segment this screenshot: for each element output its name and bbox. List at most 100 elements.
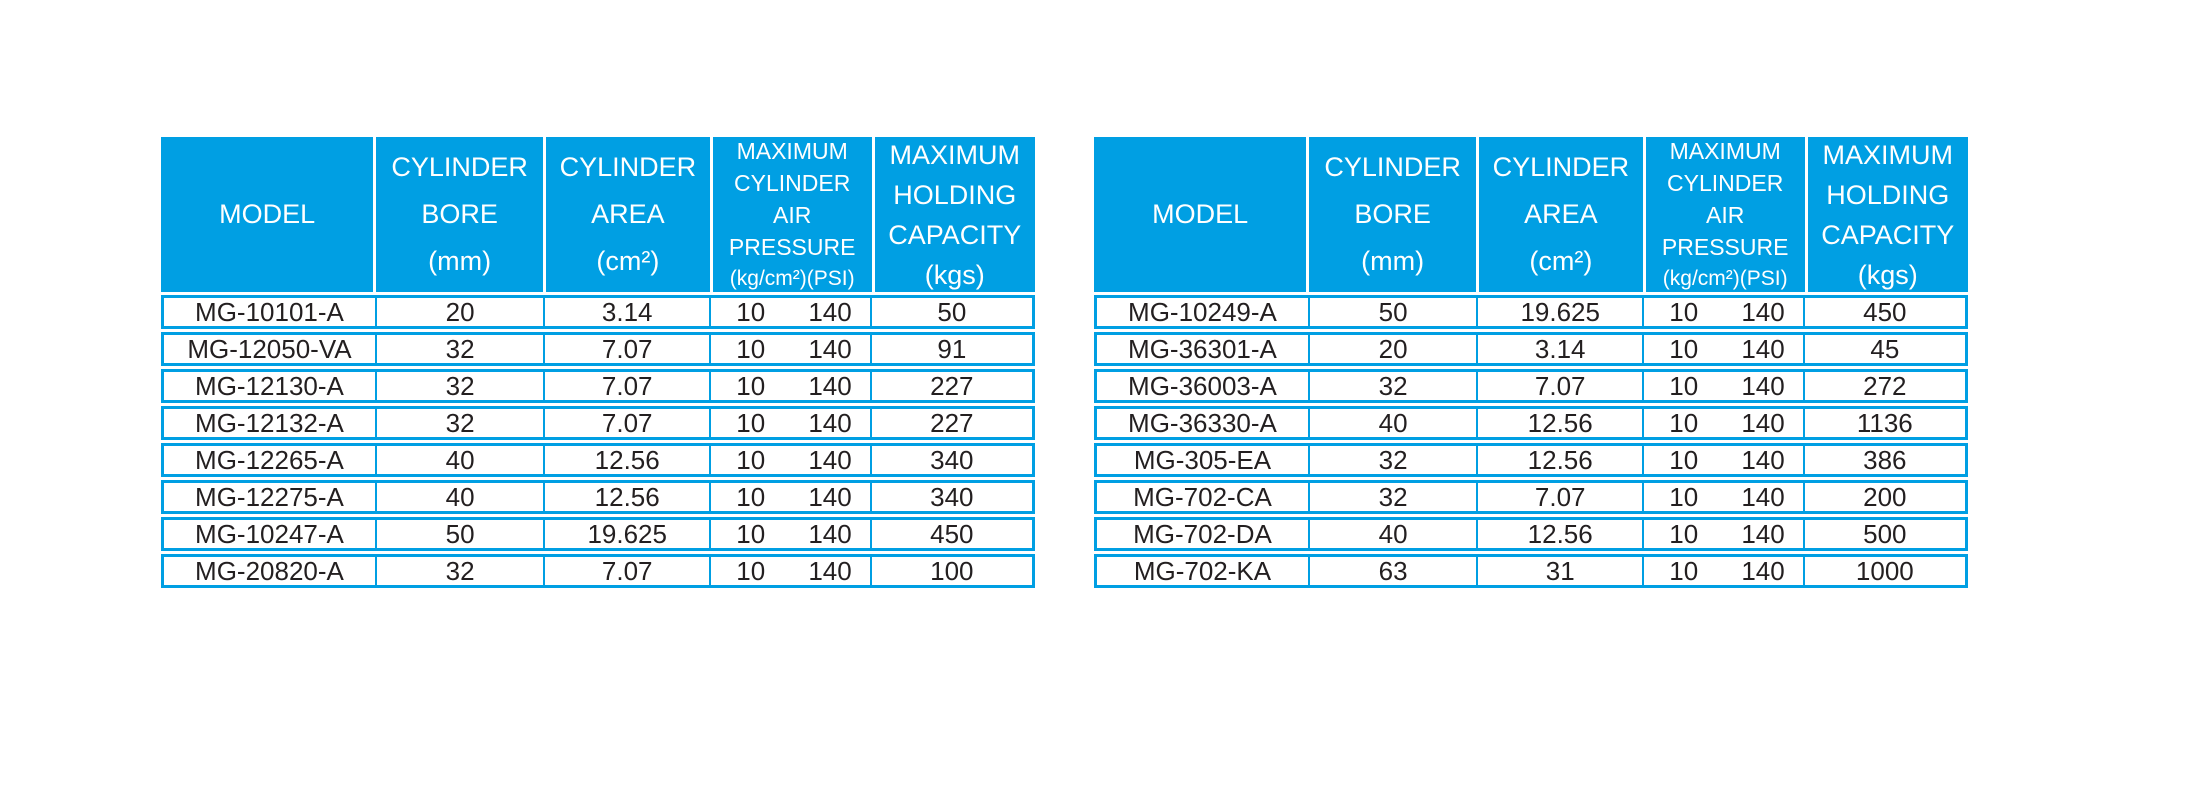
pressure-cell: 10 140 [709,483,870,511]
model-cell: MG-36003-A [1097,372,1308,400]
column-header-label: CAPACITY [1821,219,1955,250]
capacity-cell: 45 [1802,335,1965,363]
model-value: MG-10101-A [195,298,344,326]
bore-value: 32 [445,335,475,363]
capacity-value: 50 [937,298,967,326]
table-row: MG-36003-A 32 7.07 10 140 272 [1094,369,1968,403]
bore-cell: 20 [374,298,543,326]
column-header-label: CAPACITY [888,219,1022,250]
table-row: MG-702-KA 63 31 10 140 1000 [1094,554,1968,588]
bore-cell: 32 [1307,483,1476,511]
pressure-kg-value: 10 [1669,520,1699,548]
bore-value: 32 [445,372,475,400]
area-cell: 12.56 [1476,520,1642,548]
bore-cell: 40 [374,446,543,474]
pressure-psi-value: 140 [1741,446,1785,474]
area-value: 7.07 [601,335,653,363]
pressure-cell: 10 140 [709,298,870,326]
capacity-value: 45 [1870,335,1900,363]
area-value: 7.07 [601,557,653,585]
table-row: MG-10247-A 50 19.625 10 140 450 [161,517,1035,551]
table-row: MG-305-EA 32 12.56 10 140 386 [1094,443,1968,477]
area-value: 19.625 [587,520,667,548]
column-header-label: MAXIMUM [736,137,848,164]
capacity-value: 91 [937,335,967,363]
capacity-cell: 450 [869,520,1032,548]
bore-cell: 32 [374,335,543,363]
model-value: MG-36301-A [1128,335,1277,363]
spec-table-right: MODEL CYLINDER BORE (mm) CYLINDER AREA (… [1094,137,1968,588]
column-header-holding-capacity: MAXIMUM HOLDING CAPACITY (kgs) [1804,137,1968,292]
bore-cell: 50 [374,520,543,548]
bore-cell: 20 [1307,335,1476,363]
model-cell: MG-20820-A [164,557,375,585]
pressure-psi-value: 140 [808,520,852,548]
area-cell: 7.07 [543,372,709,400]
model-cell: MG-305-EA [1097,446,1308,474]
model-value: MG-305-EA [1133,446,1272,474]
capacity-cell: 227 [869,372,1032,400]
area-value: 3.14 [1534,335,1586,363]
pressure-cell: 10 140 [1642,483,1803,511]
area-value: 7.07 [1534,483,1586,511]
table-body: MG-10101-A 20 3.14 10 140 50 MG-12050-VA… [161,295,1035,588]
table-header: MODEL CYLINDER BORE (mm) CYLINDER AREA (… [1094,137,1968,292]
bore-cell: 40 [1307,520,1476,548]
table-row: MG-12050-VA 32 7.07 10 140 91 [161,332,1035,366]
model-cell: MG-10249-A [1097,298,1308,326]
column-header-label: MODEL [219,199,316,229]
table-header: MODEL CYLINDER BORE (mm) CYLINDER AREA (… [161,137,1035,292]
bore-value: 50 [1378,298,1408,326]
pressure-kg-value: 10 [736,335,766,363]
capacity-value: 1136 [1856,409,1913,437]
spec-table-left: MODEL CYLINDER BORE (mm) CYLINDER AREA (… [161,137,1035,588]
bore-value: 63 [1378,557,1408,585]
capacity-value: 100 [930,557,974,585]
pressure-psi-value: 140 [1741,298,1785,326]
model-value: MG-12132-A [195,409,344,437]
area-value: 12.56 [1527,446,1593,474]
pressure-psi-value: 140 [808,409,852,437]
column-header-unit: (kg/cm²)(PSI) [1662,266,1788,290]
pressure-kg-value: 10 [736,483,766,511]
table-row: MG-702-CA 32 7.07 10 140 200 [1094,480,1968,514]
bore-cell: 63 [1307,557,1476,585]
pressure-cell: 10 140 [1642,557,1803,585]
model-value: MG-36330-A [1128,409,1277,437]
column-header-cylinder-bore: CYLINDER BORE (mm) [373,137,543,292]
area-value: 12.56 [1527,520,1593,548]
capacity-cell: 50 [869,298,1032,326]
area-cell: 7.07 [543,409,709,437]
column-header-label: PRESSURE [1661,233,1789,260]
table-row: MG-36330-A 40 12.56 10 140 1136 [1094,406,1968,440]
model-value: MG-20820-A [195,557,344,585]
pressure-cell: 10 140 [709,409,870,437]
pressure-cell: 10 140 [1642,446,1803,474]
pressure-kg-value: 10 [736,409,766,437]
capacity-value: 500 [1863,520,1907,548]
area-cell: 19.625 [543,520,709,548]
column-header-label: CYLINDER [734,169,851,196]
bore-value: 32 [445,409,475,437]
pressure-cell: 10 140 [709,557,870,585]
column-header-label: CYLINDER [391,152,528,182]
column-header-cylinder-area: CYLINDER AREA (cm²) [542,137,710,292]
model-value: MG-702-DA [1133,520,1272,548]
area-value: 12.56 [594,483,660,511]
column-header-label: BORE [1354,199,1431,229]
pressure-psi-value: 140 [1741,557,1785,585]
pressure-psi-value: 140 [808,557,852,585]
area-value: 12.56 [594,446,660,474]
column-header-label: CYLINDER [1667,169,1784,196]
table-row: MG-10249-A 50 19.625 10 140 450 [1094,295,1968,329]
area-value: 12.56 [1527,409,1593,437]
pressure-psi-value: 140 [808,372,852,400]
pressure-kg-value: 10 [736,298,766,326]
pressure-kg-value: 10 [1669,557,1699,585]
capacity-value: 227 [930,409,974,437]
model-cell: MG-10247-A [164,520,375,548]
table-row: MG-20820-A 32 7.07 10 140 100 [161,554,1035,588]
column-header-label: BORE [421,199,498,229]
area-cell: 19.625 [1476,298,1642,326]
